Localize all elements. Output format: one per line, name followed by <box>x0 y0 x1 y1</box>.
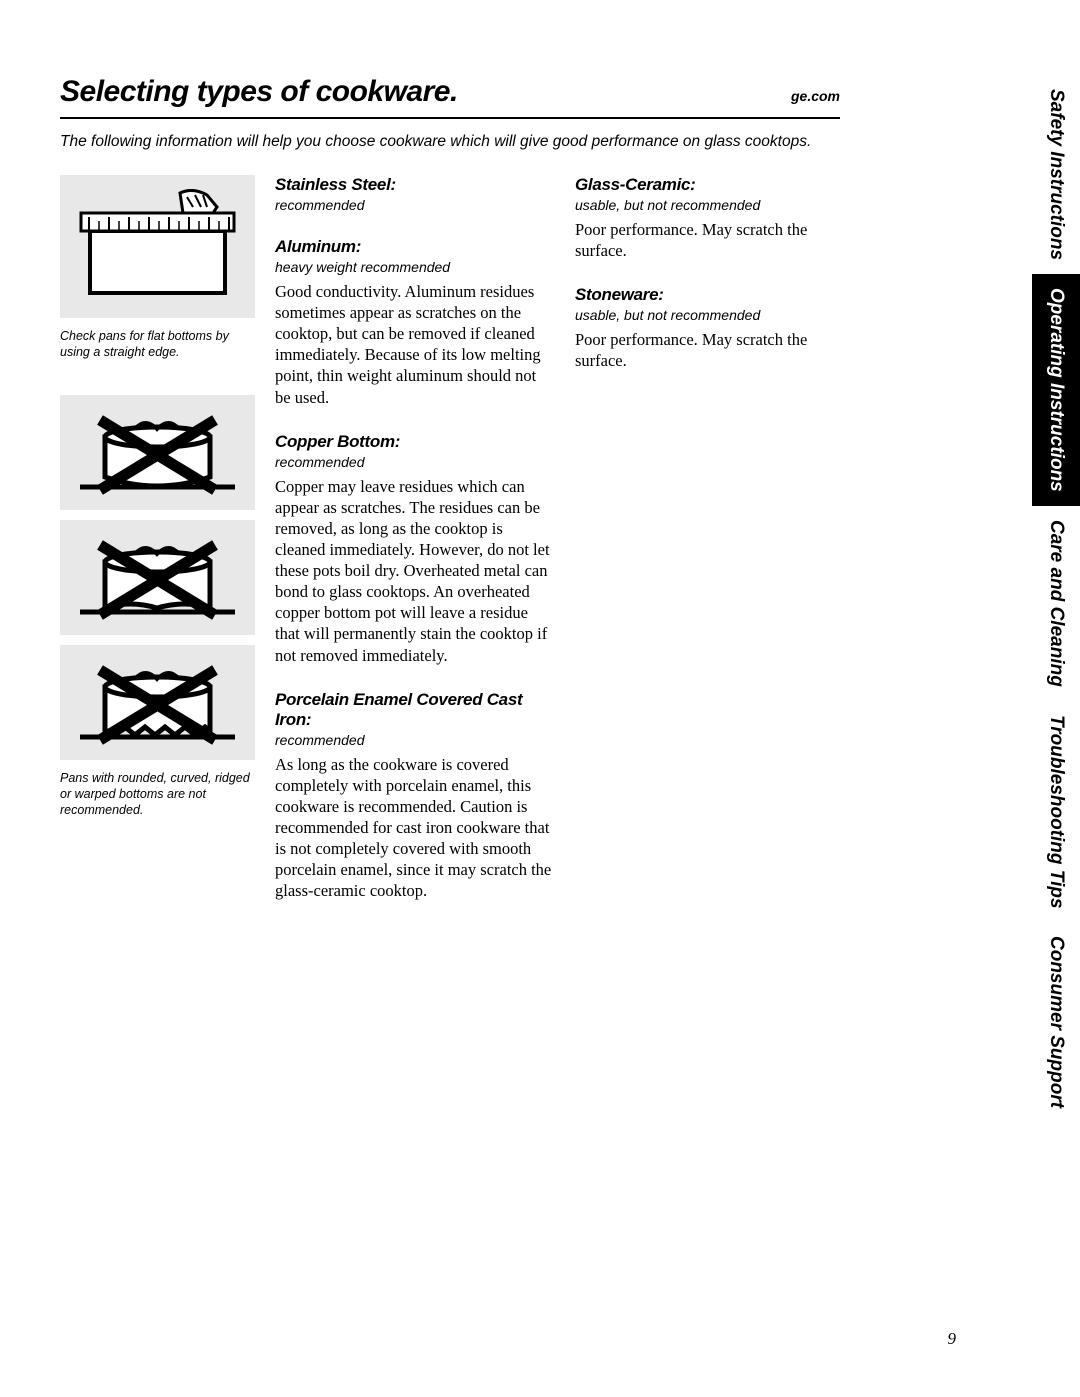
tab-operating[interactable]: Operating Instructions <box>1032 274 1080 506</box>
side-tabs: Safety Instructions Operating Instructio… <box>1032 75 1080 1185</box>
glassceramic-sub: usable, but not recommended <box>575 197 835 213</box>
bad-pan-warped-icon <box>75 530 240 625</box>
figure-bad-pan-3 <box>60 645 255 760</box>
stainless-sub: recommended <box>275 197 555 213</box>
middle-column: Stainless Steel: recommended Aluminum: h… <box>275 175 555 925</box>
intro-text: The following information will help you … <box>60 133 840 151</box>
figure-bad-pan-1 <box>60 395 255 510</box>
porcelain-body: As long as the cookware is covered compl… <box>275 754 555 902</box>
aluminum-sub: heavy weight recommended <box>275 259 555 275</box>
page-title: Selecting types of cookware. <box>60 75 458 109</box>
content-area: Selecting types of cookware. ge.com The … <box>60 75 840 925</box>
page-number: 9 <box>948 1329 957 1349</box>
right-column: Glass-Ceramic: usable, but not recommend… <box>575 175 835 925</box>
bad-pan-ridged-icon <box>75 655 240 750</box>
columns: Check pans for flat bottoms by using a s… <box>60 175 840 925</box>
figures-column: Check pans for flat bottoms by using a s… <box>60 175 255 925</box>
figure-bad-pan-2 <box>60 520 255 635</box>
porcelain-sub: recommended <box>275 732 555 748</box>
glassceramic-body: Poor performance. May scratch the surfac… <box>575 219 835 261</box>
tab-troubleshooting[interactable]: Troubleshooting Tips <box>1032 701 1080 923</box>
figure-flat-bottom-caption: Check pans for flat bottoms by using a s… <box>60 328 255 361</box>
glassceramic-heading: Glass-Ceramic: <box>575 175 835 195</box>
stoneware-sub: usable, but not recommended <box>575 307 835 323</box>
tab-care[interactable]: Care and Cleaning <box>1032 506 1080 701</box>
title-row: Selecting types of cookware. ge.com <box>60 75 840 119</box>
copper-body: Copper may leave residues which can appe… <box>275 476 555 666</box>
site-label: ge.com <box>791 88 840 104</box>
manual-page: Selecting types of cookware. ge.com The … <box>0 0 1080 1397</box>
porcelain-heading: Porcelain Enamel Covered Cast Iron: <box>275 690 555 730</box>
stoneware-body: Poor performance. May scratch the surfac… <box>575 329 835 371</box>
tab-safety[interactable]: Safety Instructions <box>1032 75 1080 274</box>
copper-sub: recommended <box>275 454 555 470</box>
figure-bad-pans-caption: Pans with rounded, curved, ridged or war… <box>60 770 255 819</box>
aluminum-heading: Aluminum: <box>275 237 555 257</box>
copper-heading: Copper Bottom: <box>275 432 555 452</box>
bad-pan-rounded-icon <box>75 405 240 500</box>
stoneware-heading: Stoneware: <box>575 285 835 305</box>
aluminum-body: Good conductivity. Aluminum residues som… <box>275 281 555 408</box>
stainless-heading: Stainless Steel: <box>275 175 555 195</box>
tab-consumer[interactable]: Consumer Support <box>1032 922 1080 1122</box>
figure-flat-bottom <box>60 175 255 318</box>
flat-bottom-icon <box>75 189 240 304</box>
